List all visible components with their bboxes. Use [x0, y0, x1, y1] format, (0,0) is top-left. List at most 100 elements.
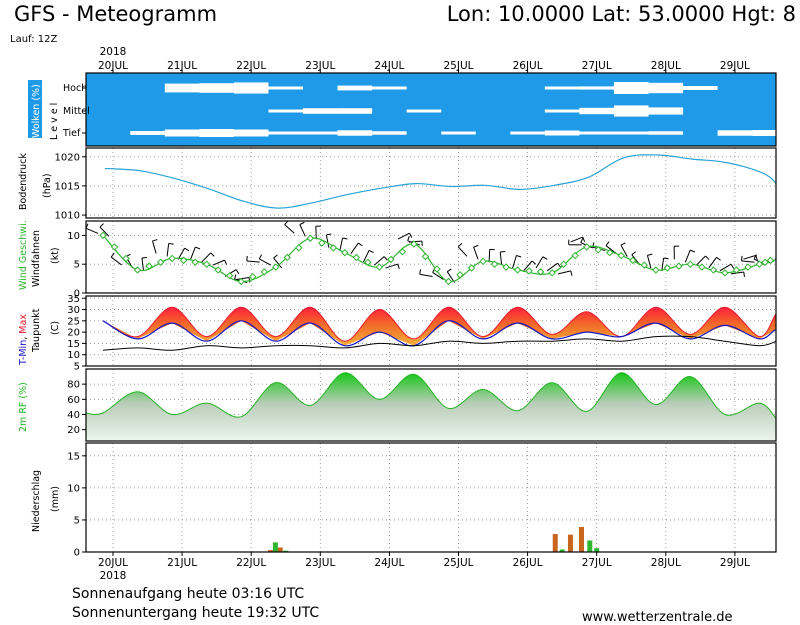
wind-barb	[568, 239, 582, 246]
wind-point	[202, 260, 211, 268]
wind-point	[709, 266, 718, 274]
wind-point	[260, 268, 268, 276]
wind-point	[341, 248, 349, 257]
wind-unit-label: (kt)	[50, 247, 61, 264]
model-run: Lauf: 12Z	[10, 34, 58, 45]
y-tick-label: 15	[67, 451, 80, 462]
wind-barb	[190, 246, 201, 260]
precip-bar-convective	[578, 526, 584, 552]
wind-point	[640, 261, 648, 269]
wind-point	[99, 231, 107, 240]
wind-point	[329, 244, 338, 252]
wind-barb	[166, 243, 174, 257]
wind-point	[398, 248, 407, 256]
cloud-cover-tief	[717, 130, 753, 136]
wind-point	[283, 253, 291, 262]
wind-point	[536, 268, 545, 276]
cloud-cover-hoch	[648, 82, 684, 94]
date-label-bottom: 22JUL	[236, 557, 266, 569]
date-label-top: 20JUL	[98, 60, 128, 72]
precipitation-unit-label: (mm)	[50, 486, 61, 512]
cloud-cover-hoch	[683, 86, 718, 90]
wind-point	[191, 258, 199, 266]
wind-point	[629, 256, 637, 265]
wind-barb	[535, 256, 548, 269]
precip-bar-convective	[277, 547, 283, 552]
cloud-level-label: Mittel	[63, 106, 90, 117]
wind-point	[513, 266, 522, 274]
date-label-top: 24JUL	[374, 60, 404, 72]
cloud-cover-tief	[233, 129, 269, 137]
wind-point	[732, 266, 741, 274]
wind-barb	[730, 271, 745, 278]
wind-point	[652, 266, 660, 274]
date-label-bottom: 29JUL	[720, 557, 750, 569]
precipitation-panel-frame	[85, 442, 777, 553]
wind-point	[110, 243, 119, 251]
cloud-cover-mittel	[648, 107, 684, 115]
wind-panel-frame	[85, 220, 777, 294]
wind-barb	[99, 223, 110, 237]
wind-point	[617, 251, 625, 260]
cloud-cover-hoch	[337, 85, 373, 91]
clouds-panel-frame	[85, 72, 777, 147]
wind-point	[456, 271, 464, 279]
cloud-level-label: Hoch	[63, 83, 87, 94]
wind-point	[559, 260, 568, 268]
wind-panel-background	[86, 221, 776, 293]
precip-bar-total	[272, 542, 278, 552]
wind-point	[145, 262, 153, 270]
y-tick-label: 10	[67, 350, 80, 361]
cloud-cover-tief	[164, 129, 200, 137]
date-label-top: 26JUL	[513, 60, 543, 72]
wind-point	[156, 258, 165, 266]
y-tick-label: 25	[67, 316, 80, 327]
cloud-cover-hoch	[164, 83, 200, 93]
humidity-panel-frame	[85, 368, 777, 442]
humidity-area	[86, 372, 776, 441]
date-label-top: 22JUL	[236, 60, 266, 72]
wind-barb	[457, 243, 468, 257]
sunset-text: Sonnenuntergang heute 19:32 UTC	[72, 605, 320, 621]
humidity-line	[86, 372, 776, 419]
source-link[interactable]: www.wetterzentrale.de	[582, 610, 733, 625]
precip-bar-total	[559, 549, 565, 552]
y-tick-label: 20	[67, 425, 80, 436]
wind-barb	[499, 251, 506, 266]
wind-barb	[141, 256, 147, 272]
wind-barb	[350, 242, 363, 254]
wind-barbs-axis-label: Windfahnen	[31, 230, 42, 287]
cloud-cover-hoch	[233, 82, 269, 94]
cloud-cover-tief	[441, 131, 476, 135]
y-tick-label: 20	[67, 328, 80, 339]
date-label-bottom: 24JUL	[374, 557, 404, 569]
tmin-line	[102, 320, 776, 347]
wind-barb	[695, 255, 710, 266]
precipitation-axis-label: Niederschlag	[31, 470, 42, 532]
wind-point	[179, 256, 188, 265]
y-tick-label: 5	[74, 362, 80, 373]
pressure-unit-label: (hPa)	[42, 173, 53, 198]
wind-barb	[385, 263, 400, 269]
precip-bar-convective	[552, 534, 558, 552]
wind-barb	[558, 270, 573, 276]
wind-point	[272, 263, 280, 271]
cloud-cover-tief	[303, 131, 338, 135]
y-tick-label: 35	[67, 294, 80, 305]
cloud-cover-tief	[648, 131, 684, 135]
wind-barb	[546, 262, 562, 272]
wind-point	[606, 248, 614, 257]
dewpoint-line	[102, 335, 776, 351]
cloud-cover-hoch	[579, 86, 614, 90]
cloud-cover-tief	[268, 131, 304, 135]
cloud-cover-hoch	[613, 82, 649, 94]
cloud-cover-mittel	[544, 109, 580, 113]
wind-barb	[684, 249, 696, 263]
cloud-cover-hoch	[199, 83, 234, 93]
year-label-bottom: 2018	[100, 570, 127, 582]
cloud-level-axis-label: L e v e l	[49, 103, 60, 140]
wind-point	[444, 277, 453, 286]
wind-point	[168, 254, 176, 263]
wind-barb	[201, 252, 215, 263]
